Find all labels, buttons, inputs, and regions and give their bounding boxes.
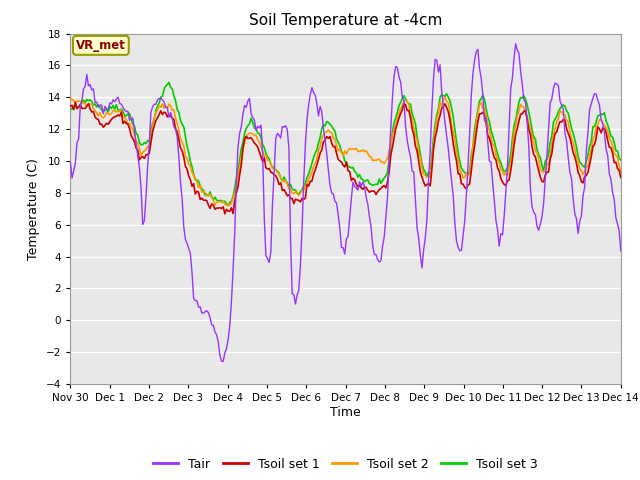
- Text: VR_met: VR_met: [76, 39, 126, 52]
- Title: Soil Temperature at -4cm: Soil Temperature at -4cm: [249, 13, 442, 28]
- Y-axis label: Temperature (C): Temperature (C): [28, 158, 40, 260]
- X-axis label: Time: Time: [330, 406, 361, 419]
- Legend: Tair, Tsoil set 1, Tsoil set 2, Tsoil set 3: Tair, Tsoil set 1, Tsoil set 2, Tsoil se…: [148, 453, 543, 476]
